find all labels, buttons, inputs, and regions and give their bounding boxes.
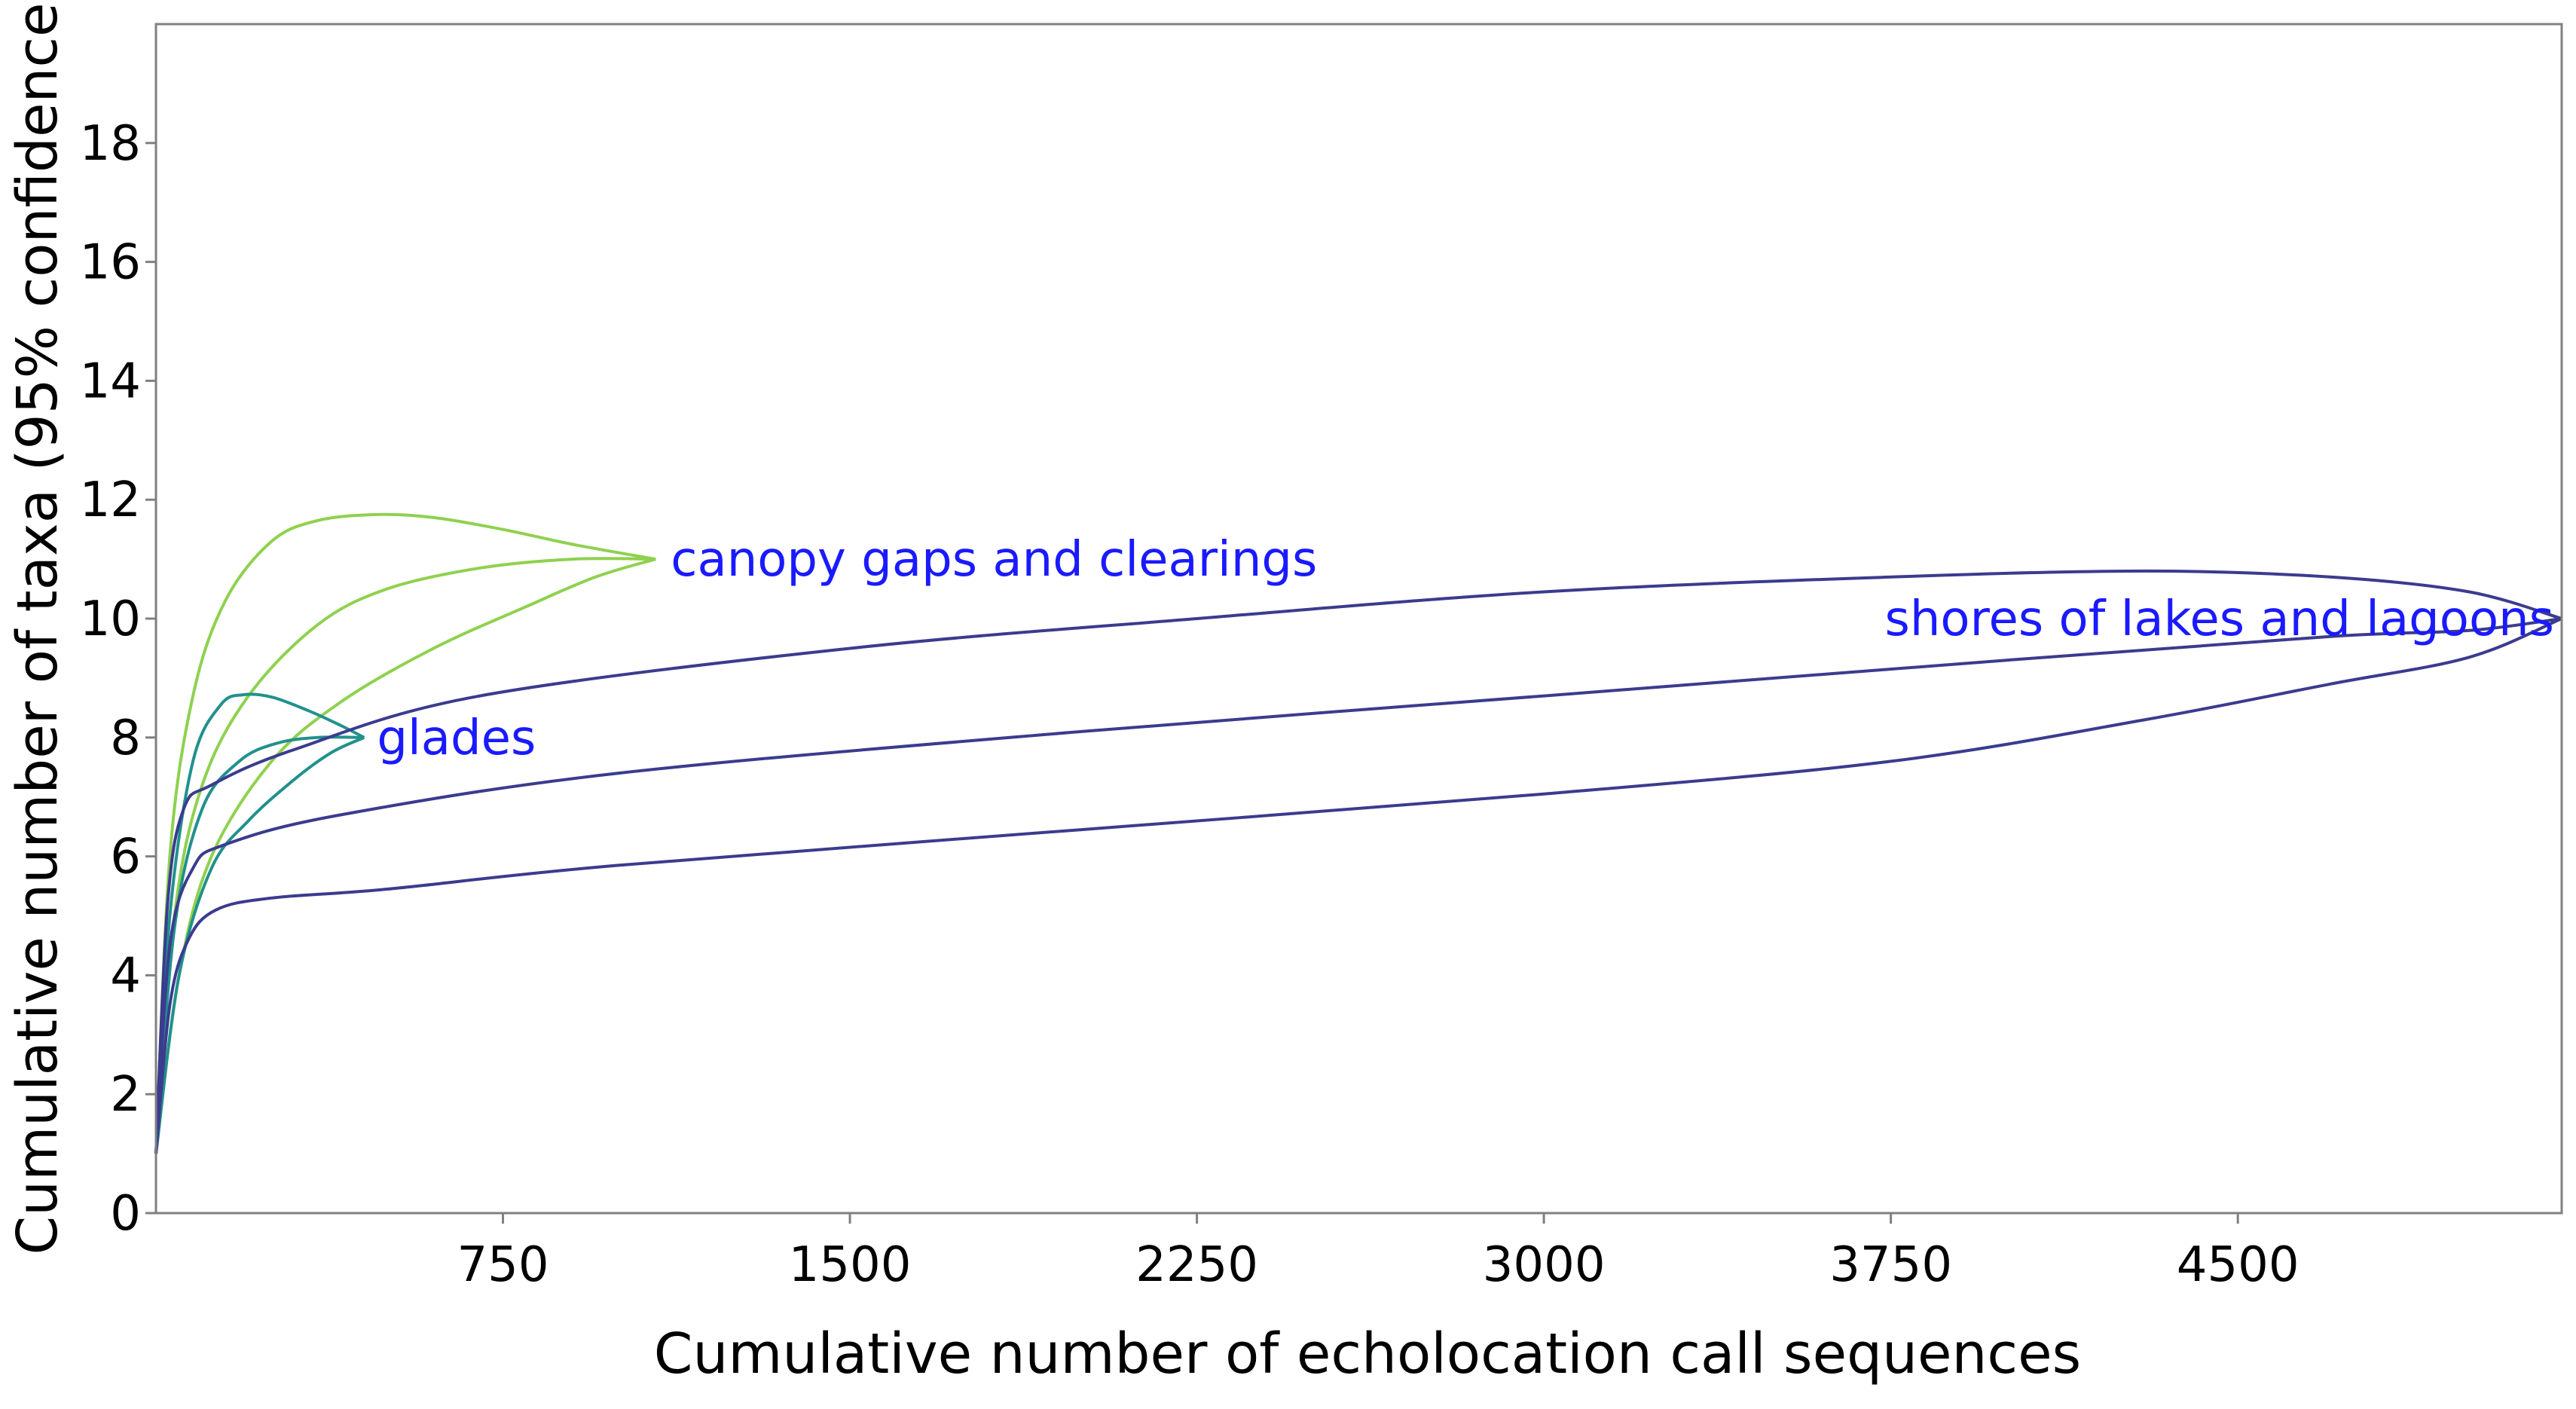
x-tick-label: 750 [457, 1237, 549, 1293]
y-tick-label: 16 [80, 235, 141, 291]
x-tick-label: 3750 [1829, 1237, 1952, 1293]
series-glades-mean-line [154, 735, 365, 1154]
y-tick-label: 8 [110, 711, 141, 766]
y-tick-label: 10 [80, 591, 141, 647]
x-axis-title: Cumulative number of echolocation call s… [654, 1322, 2081, 1386]
series-shores-of-lakes-and-lagoons-mean-line [154, 617, 2562, 1154]
series-glades-upper-line [154, 692, 365, 1154]
series-label-canopy-gaps-and-clearings: canopy gaps and clearings [671, 532, 1317, 588]
y-tick-label: 4 [110, 948, 141, 1004]
y-tick-label: 14 [80, 353, 141, 409]
x-tick-label: 3000 [1483, 1237, 1606, 1293]
series-canopy-gaps-and-clearings-upper-line [154, 512, 656, 1154]
curves-layer [154, 512, 2562, 1154]
series-shores-of-lakes-and-lagoons-lower-line [154, 617, 2562, 1154]
series-shores-of-lakes-and-lagoons-upper-line [154, 569, 2562, 1154]
x-tick-label: 2250 [1135, 1237, 1258, 1293]
y-axis: 0 2 4 6 8 10 12 14 16 18 [80, 116, 156, 1242]
x-tick-label: 4500 [2177, 1237, 2299, 1293]
series-labels: canopy gaps and clearings glades shores of… [377, 532, 2554, 766]
series-label-glades: glades [377, 711, 536, 766]
y-tick-label: 0 [110, 1186, 141, 1242]
series-canopy-gaps-and-clearings-mean-line [154, 557, 656, 1154]
y-tick-label: 6 [110, 830, 141, 885]
series-label-shores-of-lakes-and-lagoons: shores of lakes and lagoons [1885, 591, 2555, 647]
y-tick-label: 12 [80, 472, 141, 528]
y-tick-label: 2 [110, 1067, 141, 1123]
y-axis-title: Cumulative number of taxa (95% confidenc… [5, 0, 70, 1255]
y-tick-label: 18 [80, 116, 141, 172]
series-canopy-gaps-and-clearings-lower-line [154, 558, 656, 1154]
x-axis: 750 1500 2250 3000 3750 4500 [457, 1213, 2299, 1293]
x-tick-label: 1500 [789, 1237, 912, 1293]
